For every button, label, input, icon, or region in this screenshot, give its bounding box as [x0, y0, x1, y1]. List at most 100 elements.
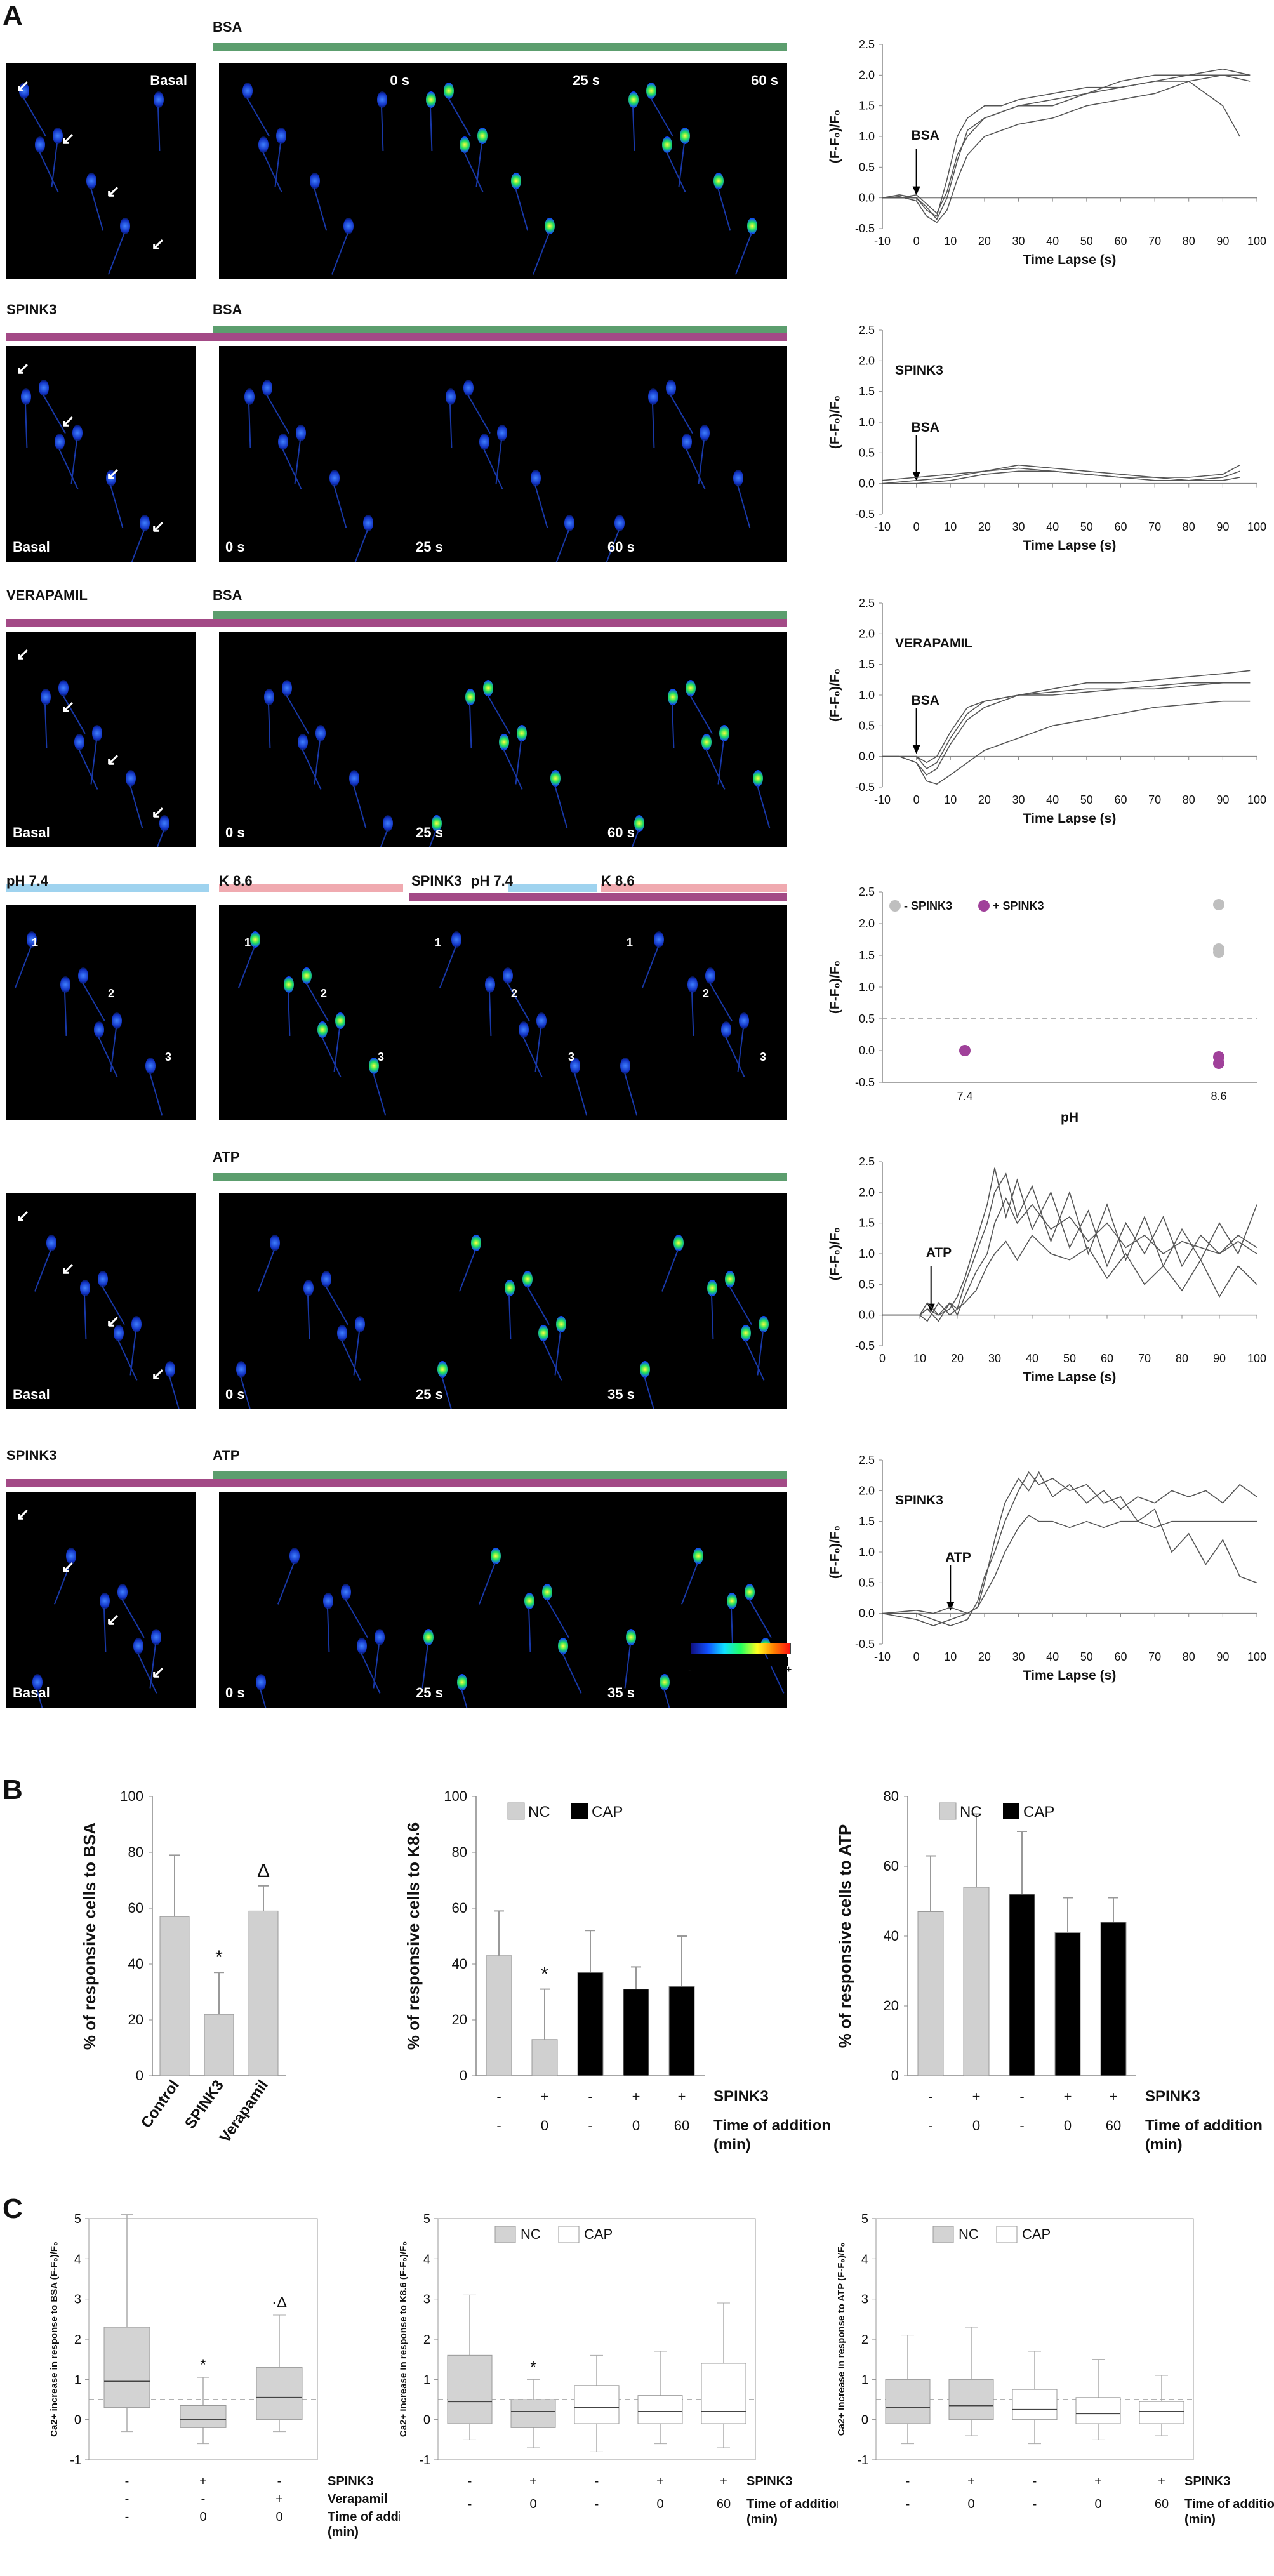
y-tick-label: 4	[74, 2252, 81, 2266]
sperm-tail	[353, 785, 367, 828]
treatment-label: SPINK3	[6, 1447, 57, 1463]
spink3-row-value: +	[1110, 2088, 1118, 2104]
y-tick-label: 2.5	[859, 886, 875, 898]
chart-a5-atp-trace: -0.5 0.0 0.5 1.0 1.5 2.0 2.5 0 10 20 30 40 50 60 70 80 9…	[828, 1155, 1266, 1384]
micrograph-frame: Basal ↙ ↙ ↙ ↙	[6, 346, 196, 562]
treatment-label: ATP	[213, 1149, 240, 1165]
x-tick-label: 0	[913, 521, 920, 533]
sperm-tail	[23, 97, 46, 137]
sperm-tail	[421, 1643, 428, 1689]
sperm-tail	[663, 1689, 677, 1708]
arrow-icon: ↙	[151, 802, 165, 821]
sperm-cell	[19, 83, 29, 99]
legend-label: - SPINK3	[904, 900, 952, 912]
sperm-tail	[345, 1598, 368, 1638]
y-tick-label: 0	[891, 2068, 899, 2083]
y-axis-label: % of responsive cells to ATP	[835, 1824, 854, 2048]
arrow-icon: ↙	[61, 411, 75, 430]
box	[637, 2395, 683, 2424]
trace-line	[882, 1167, 1257, 1316]
sperm-cell	[145, 1058, 156, 1074]
sperm-tail	[734, 232, 752, 275]
x-tick-label: 50	[1080, 235, 1093, 248]
sperm-cell	[296, 425, 306, 441]
x-tick-label: 20	[978, 235, 991, 248]
row-label-time: Time of addition	[328, 2510, 400, 2524]
sperm-tail	[641, 946, 659, 988]
frame-time-label: Basal	[13, 1386, 50, 1402]
sperm-tail	[257, 1249, 275, 1292]
row-label-spink3: SPINK3	[1145, 2088, 1200, 2105]
trace-line	[882, 470, 1240, 484]
y-tick-label: 1	[861, 2373, 868, 2387]
sperm-cell	[446, 388, 456, 405]
time-row-value: 0	[1064, 2118, 1072, 2134]
legend-label-cap: CAP	[584, 2226, 613, 2242]
sperm-cell	[264, 689, 274, 705]
spink3-row-value: -	[125, 2474, 129, 2488]
sperm-tail	[373, 1072, 387, 1116]
x-tick-label: 70	[1148, 793, 1161, 806]
sperm-cell	[432, 815, 442, 832]
y-tick-label: 20	[128, 2012, 143, 2028]
y-tick-label: 3	[423, 2293, 430, 2307]
sperm-cell	[570, 1058, 580, 1074]
sperm-tail	[526, 1285, 550, 1325]
y-tick-label: 2.0	[859, 1186, 875, 1198]
row-label-time-unit: (min)	[1145, 2136, 1183, 2153]
sperm-tail	[528, 1607, 531, 1652]
y-tick-label: 100	[120, 1788, 143, 1804]
y-tick-label: -0.5	[855, 222, 875, 235]
y-tick-label: 1.5	[859, 100, 875, 112]
sperm-cell	[531, 470, 541, 486]
sperm-tail	[644, 1376, 658, 1409]
y-tick-label: 1.0	[859, 416, 875, 428]
sperm-cell	[117, 1584, 128, 1600]
arrow-icon: ↙	[151, 234, 165, 253]
arrow-icon: ↙	[16, 76, 30, 95]
sperm-cell	[747, 218, 757, 234]
sperm-cell	[558, 1638, 568, 1654]
y-tick-label: 80	[884, 1788, 899, 1804]
time-row-value: -	[906, 2497, 910, 2511]
y-axis-label: (F-F₀)/F₀	[828, 110, 842, 163]
sperm-cell	[58, 680, 69, 696]
sperm-cell	[423, 1629, 434, 1645]
x-tick-label: 70	[1148, 521, 1161, 533]
sperm-cell	[72, 425, 83, 441]
sperm-cell	[538, 1325, 548, 1341]
sperm-cell	[317, 1021, 328, 1038]
stimulus-label: BSA	[912, 420, 939, 435]
x-tick-label: 50	[1080, 1650, 1093, 1663]
x-tick-label: 50	[1080, 521, 1093, 533]
time-row-value: 0	[656, 2497, 663, 2511]
sperm-cell	[713, 173, 724, 189]
sperm-tail	[652, 403, 655, 448]
sperm-cell	[270, 1235, 280, 1251]
sperm-cell	[451, 931, 461, 948]
y-tick-label: 1	[74, 2373, 81, 2387]
bar	[963, 1887, 990, 2076]
y-tick-label: 0	[460, 2068, 467, 2083]
arrow-icon: ↙	[16, 1206, 30, 1225]
row-label-spink3: SPINK3	[713, 2088, 769, 2105]
y-tick-label: 1.0	[859, 689, 875, 701]
sperm-cell	[66, 1548, 76, 1564]
cell-number-label: 2	[703, 987, 710, 1000]
spink3-row-value: -	[1019, 2088, 1024, 2104]
sperm-cell	[614, 515, 625, 531]
sperm-cell	[463, 380, 474, 396]
sperm-cell	[335, 1012, 345, 1029]
bar	[486, 1955, 512, 2076]
sperm-cell	[499, 734, 509, 750]
sperm-cell	[343, 218, 354, 234]
sperm-cell	[620, 1058, 630, 1074]
sperm-cell	[39, 380, 49, 396]
spink3-row-value: +	[972, 2088, 981, 2104]
trace-line	[882, 1234, 1257, 1322]
sperm-cell	[707, 1280, 717, 1296]
frame-time-label: 25 s	[416, 1685, 443, 1701]
arrow-icon: ↙	[61, 1557, 75, 1576]
sperm-tail	[307, 1294, 310, 1339]
y-tick-label: 1.5	[859, 949, 875, 962]
